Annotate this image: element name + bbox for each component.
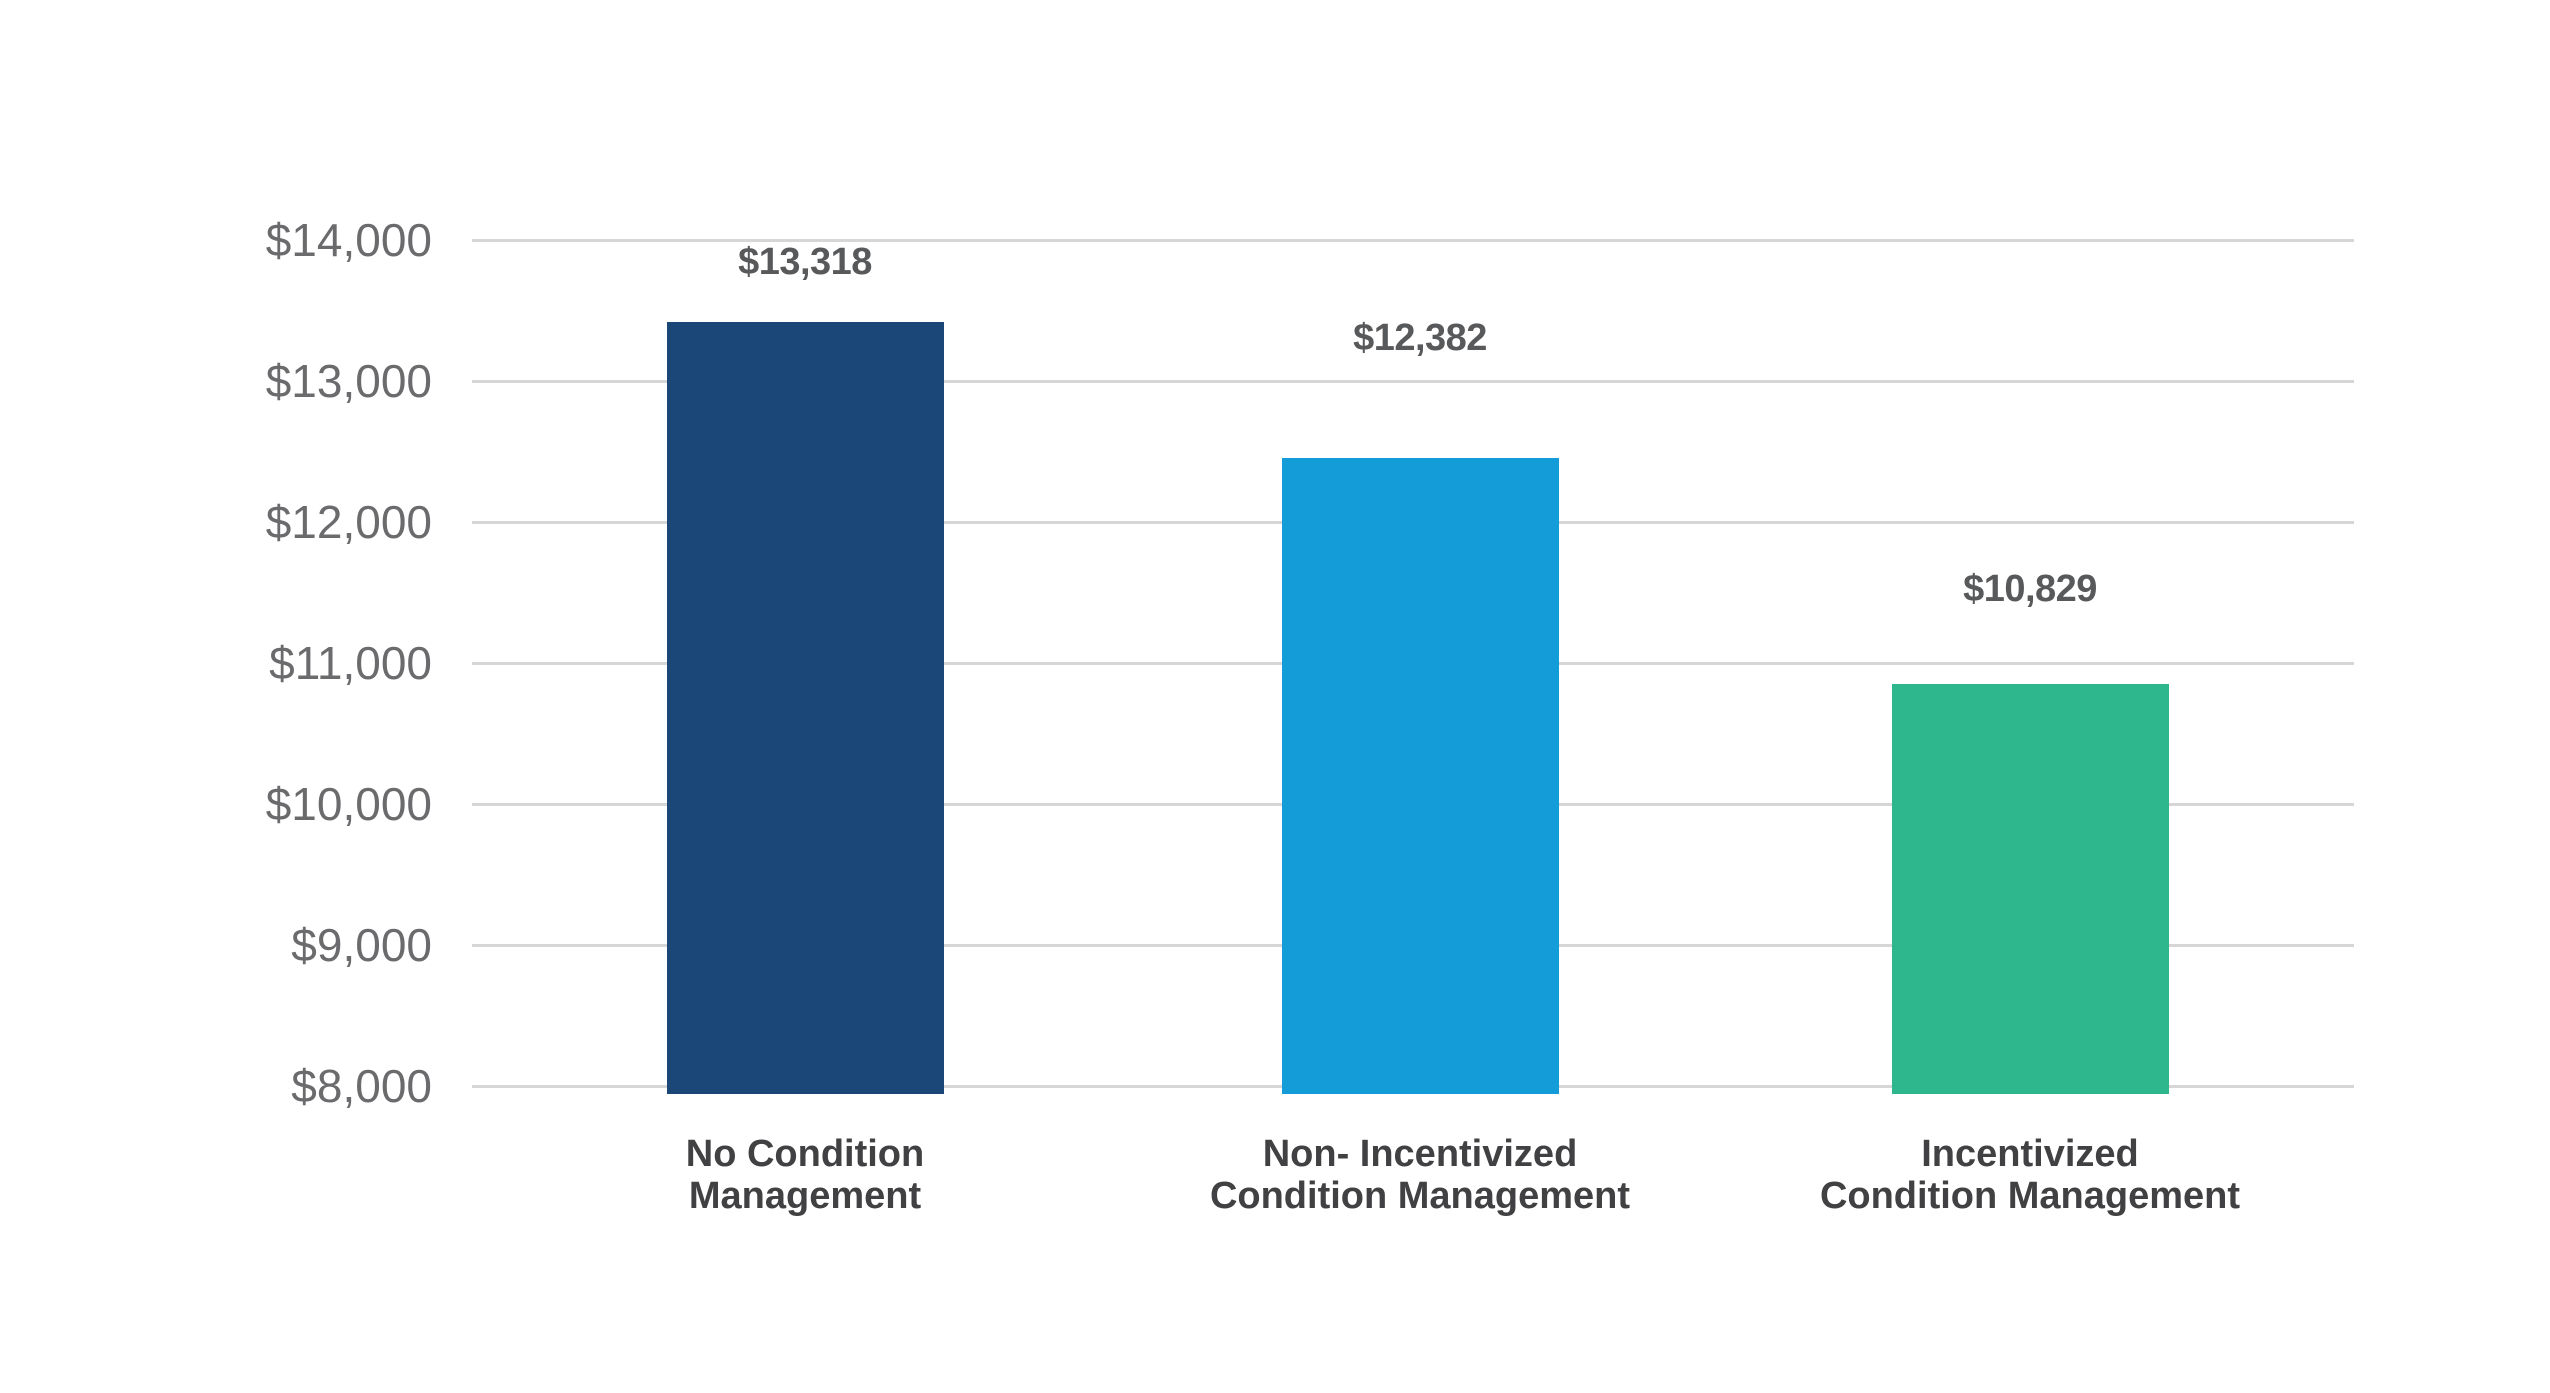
x-axis-category-label-line: Non- Incentivized: [1262, 1133, 1578, 1175]
x-axis-category-label-line: Condition Management: [1209, 1175, 1631, 1217]
y-axis-tick-label: $8,000: [291, 1060, 432, 1112]
gridline: [472, 239, 2354, 242]
x-axis-category-label-line: Condition Management: [1819, 1175, 2241, 1217]
bar-non-incentivized-condition-management: [1281, 458, 1559, 1094]
y-axis-tick-label: $10,000: [265, 778, 432, 830]
y-axis-tick-label: $11,000: [269, 637, 432, 689]
y-axis-tick-label: $14,000: [265, 214, 432, 266]
x-axis-category-label-line: Management: [688, 1175, 922, 1217]
y-axis-tick-label: $12,000: [265, 496, 432, 548]
bar-no-condition-management: [666, 322, 944, 1094]
y-axis-tick-label: $13,000: [265, 355, 432, 407]
bar-value-label: $13,318: [738, 241, 872, 283]
bar-value-label: $12,382: [1353, 317, 1487, 359]
x-axis-category-label: Incentivized Condition Management: [1680, 1133, 2380, 1217]
bar-incentivized-condition-management: [1891, 684, 2169, 1094]
x-axis-category-label-line: No Condition: [685, 1133, 925, 1175]
x-axis-category-label-line: Incentivized: [1921, 1133, 2139, 1175]
gridline: [472, 380, 2354, 383]
y-axis-tick-label: $9,000: [291, 919, 432, 971]
bar-value-label: $10,829: [1963, 568, 2097, 610]
x-axis-category-label: No Condition Management: [455, 1133, 1155, 1217]
x-axis-category-label: Non- Incentivized Condition Management: [1070, 1133, 1770, 1217]
